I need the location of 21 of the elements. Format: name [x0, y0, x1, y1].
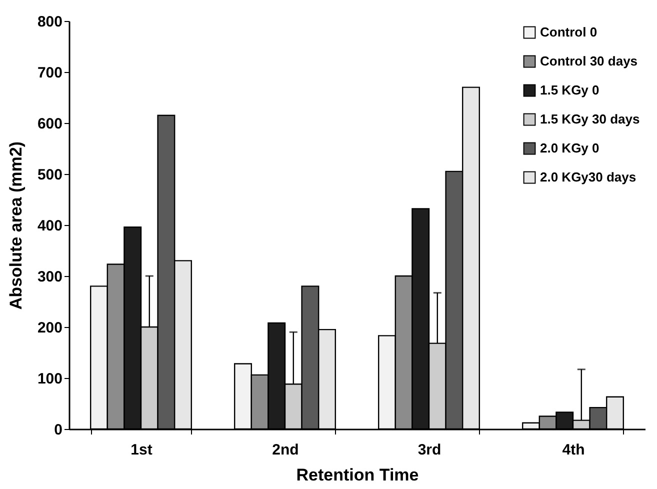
y-tick-label: 300 — [37, 268, 62, 286]
x-axis-title: Retention Time — [296, 466, 419, 484]
x-tick-label: 1st — [130, 442, 152, 458]
legend-label: 2.0 KGy 0 — [540, 140, 600, 156]
y-tick-label: 400 — [37, 218, 62, 234]
legend-label: 2.0 KGy30 days — [540, 170, 636, 184]
legend-label: Control 0 — [540, 24, 598, 40]
y-tick-label: 0 — [54, 422, 62, 438]
y-tick-label: 500 — [37, 166, 62, 184]
legend-label: 1.5 KGy 30 days — [540, 112, 640, 126]
y-tick-label: 800 — [37, 14, 62, 30]
x-tick-label: 2nd — [272, 442, 299, 458]
y-axis-title: Absolute area (mm2) — [6, 141, 26, 310]
y-tick-label: 200 — [37, 320, 62, 336]
legend-label: Control 30 days — [540, 54, 638, 68]
x-tick-label: 3rd — [418, 442, 442, 458]
x-tick-label: 4th — [562, 442, 585, 458]
y-tick-label: 600 — [37, 116, 62, 132]
legend-label: 1.5 KGy 0 — [540, 82, 600, 98]
y-tick-label: 700 — [37, 64, 62, 82]
y-tick-label: 100 — [37, 370, 62, 388]
